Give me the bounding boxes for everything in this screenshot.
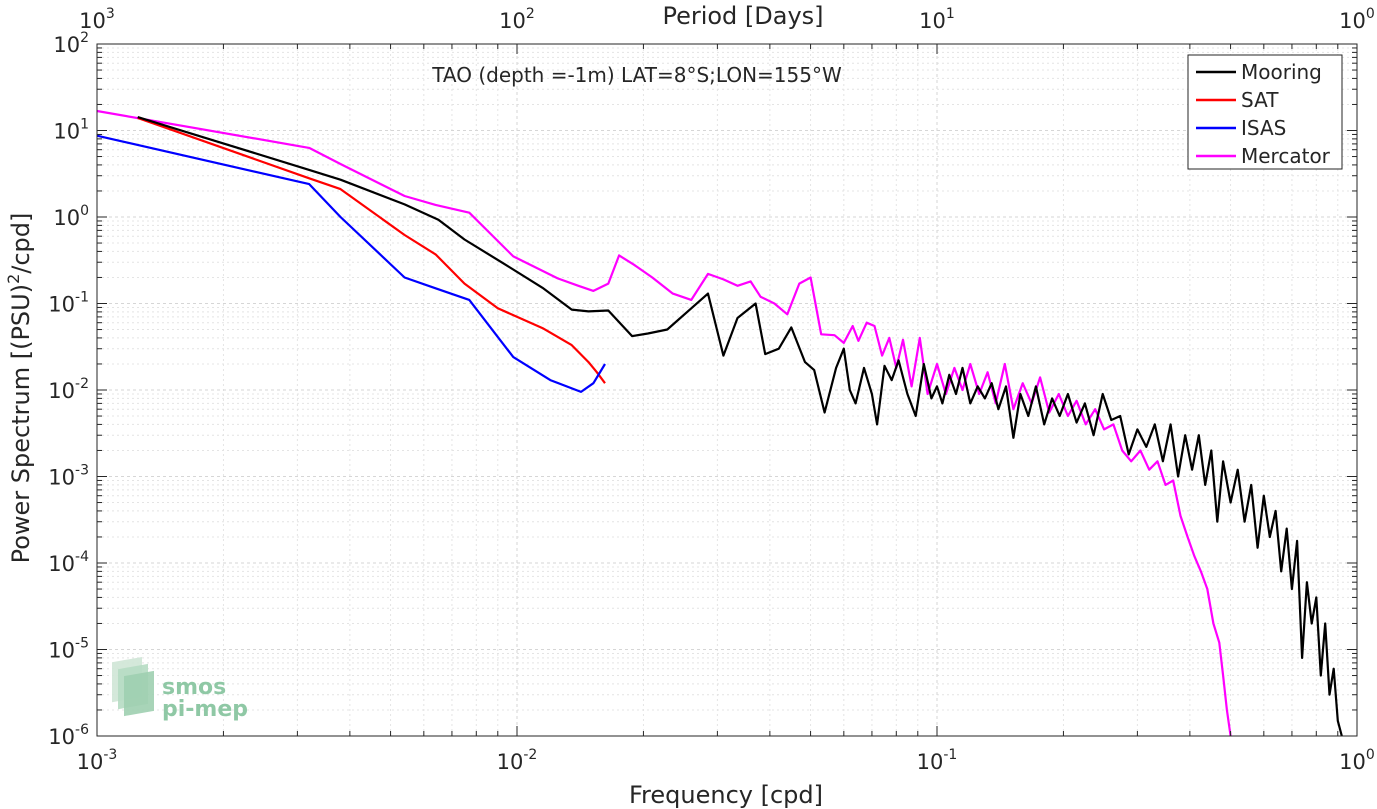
top-tick-label: 102	[499, 6, 535, 33]
x-axis-label: Frequency [cpd]	[629, 781, 823, 809]
y-tick-labels: 10-6 10-5 10-4 10-3 10-2 10-1 100 101 102	[48, 30, 89, 749]
y-tick-label: 100	[53, 203, 89, 230]
x-tick-label: 10-3	[77, 747, 118, 774]
legend-box	[1187, 54, 1343, 170]
logo-text-line1: smos	[162, 675, 226, 700]
y-axis-label-sup: 2	[4, 274, 23, 284]
logo-text-line2: pi-mep	[162, 697, 248, 722]
y-tick-label: 10-5	[48, 636, 89, 663]
legend-label-sat: SAT	[1241, 88, 1279, 112]
top-tick-label: 103	[79, 6, 115, 33]
y-tick-label: 102	[53, 30, 89, 57]
series-layer	[96, 109, 1343, 737]
series-line-mercator	[96, 109, 1232, 737]
smos-pi-mep-logo: smos pi-mep	[112, 656, 248, 722]
series-line-sat	[137, 116, 606, 384]
y-tick-label: 101	[53, 117, 89, 144]
legend-label-mercator: Mercator	[1241, 144, 1331, 168]
y-tick-label: 10-2	[48, 376, 89, 403]
chart-title: TAO (depth =-1m) LAT=8°S;LON=155°W	[431, 63, 842, 87]
y-axis-label: Power Spectrum [(PSU)2/cpd]	[4, 213, 35, 564]
y-axis-label-tail: /cpd]	[7, 213, 35, 274]
y-tick-label: 10-1	[48, 290, 89, 317]
legend: Mooring SAT ISAS Mercator	[1187, 54, 1343, 170]
series-line-mooring	[137, 116, 1343, 737]
top-axis-label: Period [Days]	[662, 2, 823, 30]
series-line-isas	[96, 134, 606, 393]
top-tick-label: 101	[919, 6, 955, 33]
x-tick-label: 10-2	[497, 747, 538, 774]
top-tick-labels: 103 102 101 100	[79, 6, 1375, 33]
legend-label-isas: ISAS	[1241, 116, 1286, 140]
x-tick-labels: 10-3 10-2 10-1 100	[77, 747, 1375, 774]
legend-label-mooring: Mooring	[1241, 60, 1322, 84]
top-tick-label: 100	[1339, 6, 1375, 33]
y-tick-label: 10-6	[48, 722, 89, 749]
y-tick-label: 10-4	[48, 549, 89, 576]
y-tick-label: 10-3	[48, 463, 89, 490]
x-tick-label: 100	[1339, 747, 1375, 774]
y-axis-label-main: Power Spectrum [(PSU)	[7, 284, 35, 563]
tick-marks	[96, 43, 1358, 737]
x-tick-label: 10-1	[917, 747, 958, 774]
